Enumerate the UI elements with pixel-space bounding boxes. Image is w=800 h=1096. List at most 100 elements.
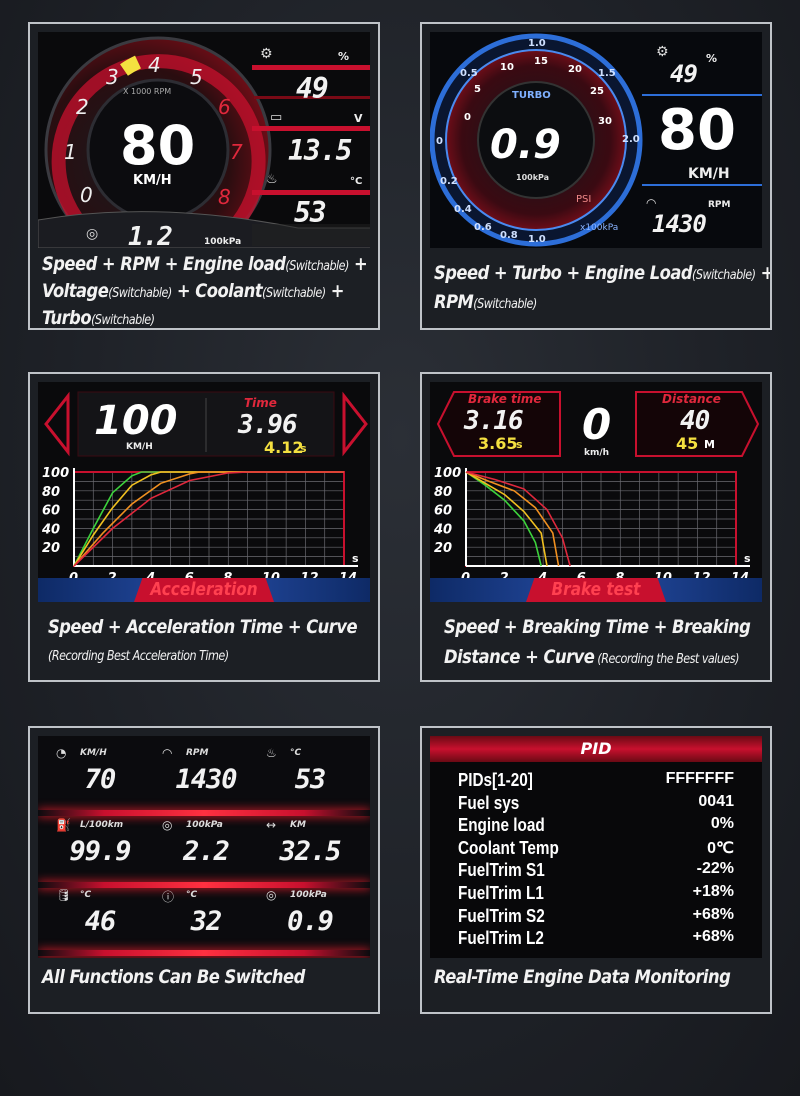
coolant-temp-icon: ♨: [266, 746, 277, 760]
caption-line2-end: +: [325, 280, 345, 302]
pid-value: 0041: [698, 792, 734, 810]
outer-tick-0: 1.0: [528, 38, 546, 49]
best-time-value: 4.12: [264, 438, 304, 457]
caption-line2: (Recording Best Acceleration Time): [48, 649, 229, 664]
inner-tick-0: 0: [464, 112, 471, 123]
inner-tick-1: 5: [474, 84, 481, 95]
inner-tick-2: 10: [500, 62, 514, 73]
caption-line2-mid: + Coolant: [171, 280, 263, 302]
caption-line2-note: (Switchable): [473, 297, 537, 312]
turbo-icon: ◎: [86, 226, 99, 242]
load-unit: %: [338, 50, 350, 63]
engine-icon: ⚙: [656, 44, 669, 60]
outer-tick-2: 1.5: [598, 68, 616, 79]
caption-line2-note: (Switchable): [108, 286, 172, 301]
pid-row: FuelTrim S1 -22%: [458, 860, 734, 882]
speedometer-icon: ◔: [56, 746, 67, 760]
x100kpa-label: x100kPa: [580, 223, 618, 233]
coolant-value: 53: [294, 196, 327, 229]
series-line: [73, 471, 344, 567]
brake-speed-unit: km/h: [584, 448, 610, 458]
caption-pid: Real-Time Engine Data Monitoring: [434, 966, 731, 988]
turbo-label: TURBO: [512, 90, 551, 101]
engine-load-readout: [252, 65, 370, 99]
pid-title: PID: [580, 739, 612, 758]
pid-value: 0%: [710, 815, 734, 833]
dial-number-0: 0: [80, 183, 93, 207]
pid-key: Fuel sys: [458, 792, 520, 813]
pid-row: FuelTrim L2 +68%: [458, 928, 734, 950]
divider-1: [38, 810, 370, 816]
metric-unit: 100kPa: [186, 820, 223, 830]
brake-time-label: Brake time: [468, 392, 542, 406]
caption-acceleration: Speed + Acceleration Time + Curve (Recor…: [48, 612, 358, 672]
y-tick-label: 40: [41, 522, 60, 537]
caption-line1-end: +: [348, 253, 368, 275]
outer-tick-4: 0: [436, 136, 443, 147]
engine-icon: ⚙: [260, 46, 273, 62]
outer-tick-5: 0.2: [440, 176, 458, 187]
y-tick-label: 80: [42, 485, 60, 500]
caption-line2: RPM: [434, 291, 474, 313]
coolant-unit: °C: [350, 176, 363, 187]
caption-line1-end: +: [755, 262, 772, 284]
accel-header-frame: [44, 391, 368, 457]
speed-unit: KM/H: [133, 173, 172, 188]
inner-tick-3: 15: [534, 56, 548, 67]
y-tick-label: 20: [434, 541, 452, 556]
turbo-dial: TURBO 0.9 100kPa PSI x100kPa 1.0 0.5 1.5…: [430, 33, 762, 247]
metric-value: 0.9: [287, 906, 334, 937]
y-tick-label: 80: [434, 485, 452, 500]
metric-value: 46: [84, 906, 117, 937]
coolant-readout: [252, 190, 370, 195]
pid-value: +68%: [692, 928, 734, 946]
caption-line2: Distance + Curve: [444, 646, 595, 668]
screen-pid: PID PIDs[1-20] FFFFFFF Fuel sys 0041 Engine …: [430, 736, 762, 958]
metric-unit: KM: [290, 820, 306, 830]
voltage-value: 13.5: [288, 134, 352, 167]
metric-unit: °C: [186, 890, 198, 900]
voltage-readout: [252, 126, 370, 131]
dial-number-1: 1: [64, 140, 77, 164]
dial-number-8: 8: [218, 185, 231, 209]
divider-2: [38, 882, 370, 888]
dial-number-3: 3: [106, 65, 119, 89]
pid-value: 0℃: [707, 839, 734, 857]
pid-header: PID: [430, 736, 762, 762]
card-speed-turbo: TURBO 0.9 100kPa PSI x100kPa 1.0 0.5 1.5…: [420, 22, 772, 330]
caption-line3: Turbo: [42, 307, 92, 329]
coolant-icon: ♨: [266, 172, 278, 187]
metric-value: 53: [294, 764, 327, 795]
outer-tick-3: 2.0: [622, 134, 640, 145]
screen-speed-rpm: 0 1 2 3 4 5 6 7 8 X 1000 RPM 80 KM/H: [38, 32, 370, 248]
pid-key: FuelTrim S2: [458, 905, 545, 926]
brake-banner: Brake test: [430, 578, 762, 602]
trip-distance-icon: ↔: [266, 818, 277, 832]
brake-best-value: 3.65: [478, 434, 518, 453]
series-line: [465, 471, 548, 567]
voltage-unit: V: [354, 112, 363, 125]
card-acceleration: 100 KM/H Time 3.96 4.12 s 02468101214204…: [28, 372, 380, 682]
caption-line1-note: (Switchable): [285, 259, 349, 274]
inner-tick-6: 30: [598, 116, 612, 127]
brake-header-frame: [436, 391, 760, 457]
time-label: Time: [244, 396, 277, 410]
caption-line2: Voltage: [42, 280, 109, 302]
caption-line1: Speed + Breaking Time + Breaking: [444, 616, 751, 638]
best-time-unit: s: [300, 442, 307, 455]
dial-number-2: 2: [76, 95, 89, 119]
caption-speed-turbo: Speed + Turbo + Engine Load(Switchable) …: [434, 260, 770, 318]
metric-unit: °C: [80, 890, 92, 900]
rpm-dial: 0 1 2 3 4 5 6 7 8 X 1000 RPM 80 KM/H: [38, 36, 370, 248]
pid-row: Coolant Temp 0℃: [458, 838, 734, 860]
pid-key: Engine load: [458, 815, 545, 836]
time-value: 3.96: [238, 410, 298, 440]
y-tick-label: 100: [434, 466, 461, 481]
pid-value: -22%: [696, 860, 734, 878]
caption-line1: Speed + RPM + Engine load: [42, 253, 286, 275]
screen-speed-turbo: TURBO 0.9 100kPa PSI x100kPa 1.0 0.5 1.5…: [430, 32, 762, 248]
battery-icon: ▭: [270, 110, 283, 125]
rpm-value: 1430: [652, 210, 707, 238]
card-brake-test: Brake time 3.16 3.65 s 0 km/h Distance 4…: [420, 372, 772, 682]
caption-all-functions: All Functions Can Be Switched: [42, 966, 305, 988]
